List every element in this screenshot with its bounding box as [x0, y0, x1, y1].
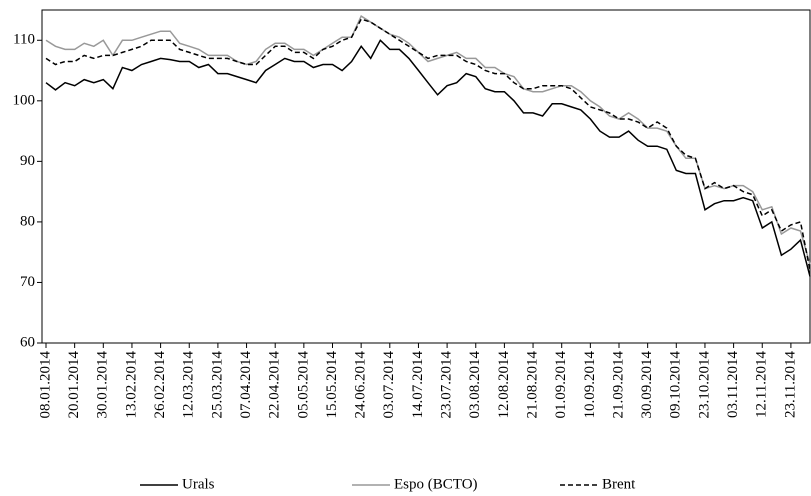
x-tick-label: 03.07.2014	[381, 351, 397, 419]
x-tick-label: 09.10.2014	[668, 351, 684, 419]
x-tick-label: 14.07.2014	[410, 351, 426, 419]
x-tick-label: 12.11.2014	[754, 351, 770, 418]
x-tick-label: 23.10.2014	[696, 351, 712, 419]
x-tick-label: 21.09.2014	[610, 351, 626, 419]
series-line	[45, 15, 811, 265]
x-tick-label: 20.01.2014	[66, 351, 82, 419]
x-tick-label: 15.05.2014	[324, 351, 340, 419]
y-tick-label: 70	[20, 274, 35, 290]
y-tick-label: 80	[20, 213, 35, 229]
y-tick-label: 100	[13, 92, 36, 108]
x-tick-label: 07.04.2014	[238, 351, 254, 419]
x-tick-label: 25.03.2014	[209, 351, 225, 419]
legend-label: Urals	[182, 476, 215, 492]
x-tick-label: 10.09.2014	[582, 351, 598, 419]
x-tick-label: 24.06.2014	[353, 351, 369, 419]
plot-frame	[41, 9, 811, 344]
y-tick-label: 90	[20, 153, 35, 169]
x-tick-label: 26.02.2014	[152, 351, 168, 419]
x-tick-label: 30.09.2014	[639, 351, 655, 419]
x-tick-label: 03.11.2014	[725, 351, 741, 418]
series-line	[45, 18, 811, 271]
x-tick-label: 21.08.2014	[524, 351, 540, 419]
x-tick-label: 23.11.2014	[782, 351, 798, 418]
series-line	[45, 39, 811, 277]
x-tick-label: 23.07.2014	[439, 350, 455, 418]
y-tick-label: 60	[20, 334, 35, 350]
x-tick-label: 03.08.2014	[467, 351, 483, 419]
legend-label: Espo (ВСТО)	[394, 476, 478, 492]
x-tick-label: 30.01.2014	[95, 351, 111, 419]
x-tick-label: 05.05.2014	[295, 351, 311, 419]
x-tick-label: 08.01.2014	[37, 351, 53, 419]
x-tick-label: 22.04.2014	[267, 351, 283, 419]
x-tick-label: 12.08.2014	[496, 351, 512, 419]
x-tick-label: 13.02.2014	[123, 351, 139, 419]
x-tick-label: 01.09.2014	[553, 351, 569, 419]
x-tick-label: 12.03.2014	[181, 351, 197, 419]
legend-label: Brent	[602, 476, 636, 492]
y-tick-label: 110	[13, 32, 35, 48]
